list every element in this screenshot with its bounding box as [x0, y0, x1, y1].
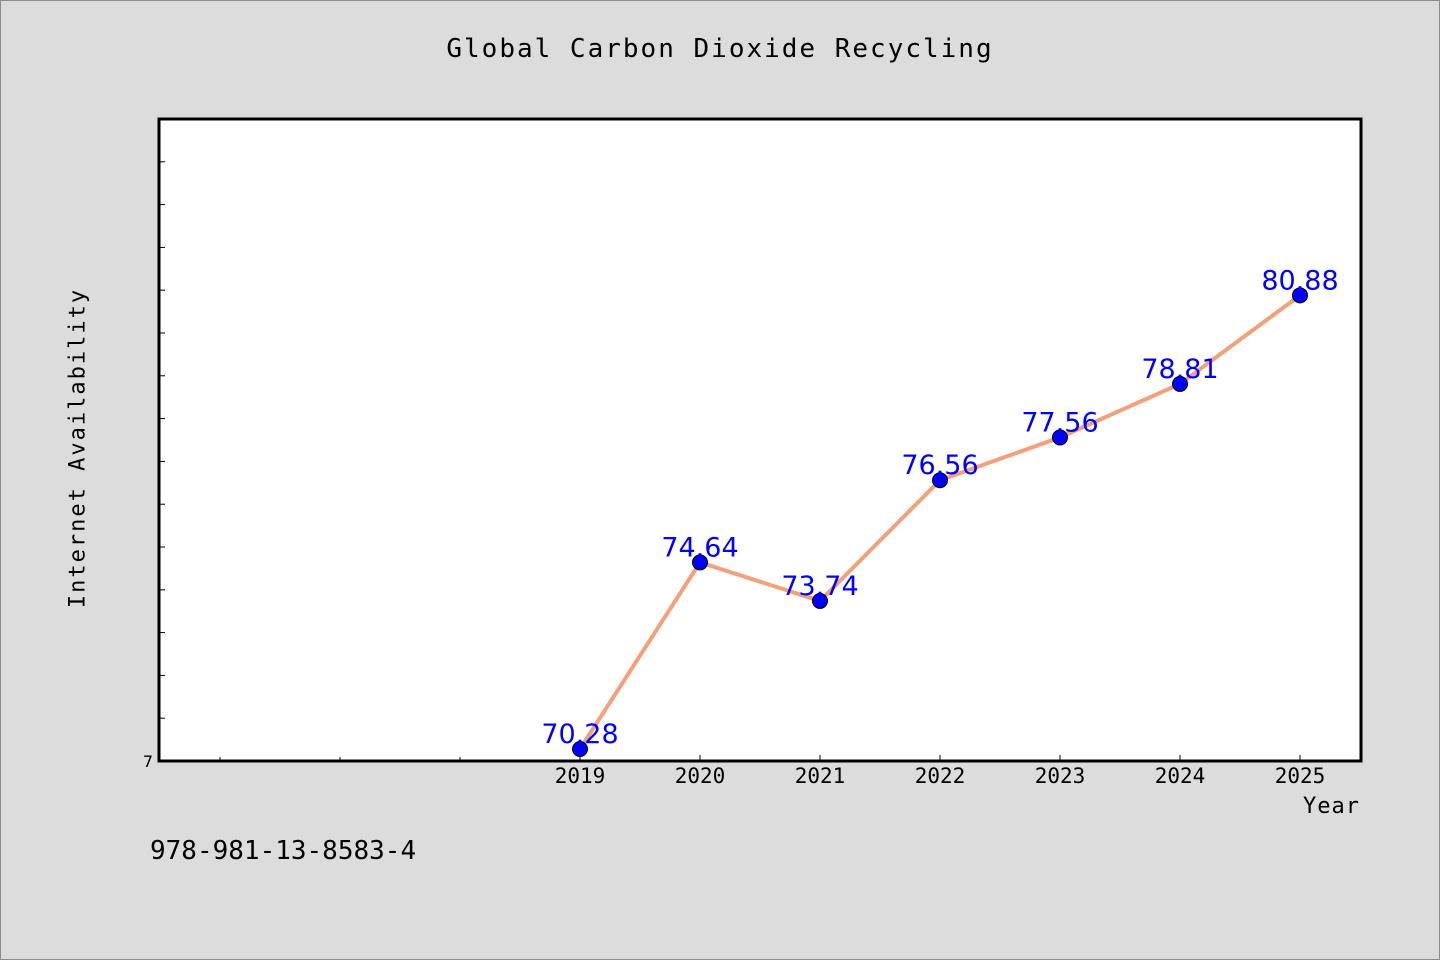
- data-point-2024: [1172, 375, 1188, 392]
- data-label-2022: 76.56: [901, 450, 978, 481]
- data-label-2025: 80.88: [1261, 265, 1338, 296]
- data-point-2022: [932, 472, 948, 489]
- x-axis-label: Year: [1303, 794, 1360, 819]
- data-point-2021: [812, 592, 828, 609]
- data-point-2023: [1052, 429, 1068, 446]
- isbn-code: 978-981-13-8583-4: [150, 836, 417, 866]
- data-label-2020: 74.64: [661, 532, 738, 563]
- data-point-2025: [1292, 287, 1308, 304]
- plot-area: [159, 119, 1361, 761]
- x-tick-label-2019: 2019: [555, 764, 606, 788]
- data-label-2024: 78.81: [1141, 354, 1218, 385]
- x-tick-label-2025: 2025: [1275, 764, 1326, 788]
- x-tick-label-2022: 2022: [915, 764, 966, 788]
- y-tick-label: 7: [143, 752, 153, 771]
- data-label-2021: 73.74: [781, 571, 858, 602]
- x-tick-label-2020: 2020: [675, 764, 726, 788]
- data-point-2019: [572, 741, 588, 758]
- plot-border: [157, 117, 1363, 763]
- chart-title: Global Carbon Dioxide Recycling: [446, 34, 994, 64]
- data-label-2019: 70.28: [541, 719, 618, 750]
- data-label-2023: 77.56: [1021, 407, 1098, 438]
- data-point-2020: [692, 554, 708, 571]
- x-tick-label-2023: 2023: [1035, 764, 1086, 788]
- x-tick-label-2024: 2024: [1155, 764, 1206, 788]
- x-tick-label-2021: 2021: [795, 764, 846, 788]
